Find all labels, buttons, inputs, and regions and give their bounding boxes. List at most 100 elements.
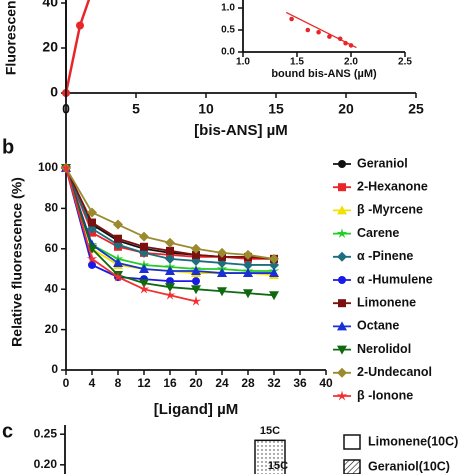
point	[327, 34, 332, 39]
x-tick-label: 2.5	[398, 57, 412, 68]
marker	[243, 289, 253, 299]
legend-label: β -Myrcene	[357, 203, 423, 217]
legend-marker	[338, 299, 346, 308]
legend-label: Nerolidol	[357, 342, 411, 356]
legend-marker	[337, 321, 347, 331]
marker	[190, 295, 202, 306]
legend-marker	[336, 228, 348, 239]
x-tick-label: 1.0	[236, 57, 250, 68]
annotation: 15C	[268, 460, 288, 472]
point	[337, 36, 343, 42]
legend-marker	[338, 160, 346, 168]
legend-marker	[337, 367, 347, 378]
marker	[112, 271, 124, 282]
marker	[191, 266, 201, 276]
marker	[139, 279, 149, 289]
legend-label: Carene	[357, 226, 399, 240]
marker	[165, 283, 175, 293]
legend-label: Geraniol(10C)	[368, 459, 450, 473]
marker	[191, 243, 201, 254]
marker	[217, 247, 227, 258]
legend-label: 2-Undecanol	[357, 365, 432, 379]
x-tick-label: 24	[215, 376, 229, 390]
marker	[139, 231, 149, 242]
y-tick-label: 60	[45, 241, 59, 255]
legend-label: β -Ionone	[357, 388, 413, 402]
panel-label: b	[2, 136, 14, 158]
series-line	[65, 167, 196, 283]
marker	[191, 285, 201, 295]
marker	[217, 268, 227, 278]
legend-label: α -Pinene	[357, 249, 413, 263]
series-line	[65, 167, 197, 303]
marker	[166, 277, 174, 286]
y-tick-label: 20	[45, 322, 59, 336]
marker	[138, 283, 150, 294]
marker	[166, 246, 174, 255]
y-tick-label: 0	[50, 84, 58, 100]
x-tick-label: 4	[89, 376, 96, 390]
x-tick-label: 36	[293, 376, 307, 390]
bar	[254, 439, 286, 474]
legend-label: Limonene(10C)	[368, 434, 458, 448]
legend-swatch	[343, 459, 361, 474]
legend-label: Geraniol	[357, 156, 408, 170]
x-tick-label: 0	[63, 376, 70, 390]
y-tick-label: 20	[42, 39, 58, 55]
y-tick-label: 0.0	[221, 47, 235, 58]
marker	[87, 207, 97, 218]
marker	[86, 253, 98, 264]
marker	[269, 291, 279, 301]
point	[305, 27, 311, 33]
y-axis-label: Relative fluorescence (%)	[9, 177, 25, 347]
legend-label: α -Humulene	[357, 272, 433, 286]
y-tick-label: 1.0	[221, 3, 235, 14]
marker	[269, 268, 279, 278]
marker	[140, 242, 148, 251]
x-tick-label: 15	[268, 101, 284, 117]
marker	[114, 234, 122, 243]
x-tick-label: 40	[319, 376, 333, 390]
x-tick-label: 25	[408, 101, 424, 117]
marker	[60, 162, 72, 173]
marker	[113, 219, 123, 230]
marker	[88, 218, 96, 227]
legend-label: Limonene	[357, 295, 416, 309]
legend-swatch	[343, 434, 361, 450]
legend-marker	[338, 183, 346, 192]
x-tick-label: 32	[267, 376, 281, 390]
point	[343, 40, 348, 46]
x-tick-label: 20	[189, 376, 203, 390]
marker	[88, 260, 96, 269]
x-tick-label: 16	[163, 376, 177, 390]
x-tick-label: 12	[137, 376, 151, 390]
marker	[269, 253, 279, 264]
y-tick-label: 0.25	[34, 426, 58, 440]
legend-marker	[337, 251, 347, 262]
panel-label: c	[2, 420, 13, 442]
marker	[76, 21, 84, 30]
y-tick-label: 0.20	[34, 457, 58, 471]
x-tick-label: 8	[115, 376, 122, 390]
x-tick-label: 20	[338, 101, 354, 117]
point	[316, 29, 321, 35]
marker	[192, 277, 200, 286]
marker	[113, 257, 123, 267]
marker	[243, 268, 253, 278]
marker	[139, 264, 149, 273]
y-tick-label: 80	[45, 201, 59, 215]
marker	[243, 259, 253, 270]
x-tick-label: 2.0	[344, 57, 358, 68]
x-axis-label: [bis-ANS] µM	[194, 122, 288, 139]
y-tick-label: 100	[38, 160, 58, 174]
marker	[217, 287, 227, 297]
marker	[164, 289, 176, 300]
point	[348, 43, 354, 48]
x-tick-label: 1.5	[290, 57, 304, 68]
y-tick-label: 0	[51, 362, 58, 376]
legend-label: Octane	[357, 319, 399, 333]
marker	[165, 266, 175, 276]
x-tick-label: 10	[198, 101, 214, 117]
marker	[165, 237, 175, 248]
